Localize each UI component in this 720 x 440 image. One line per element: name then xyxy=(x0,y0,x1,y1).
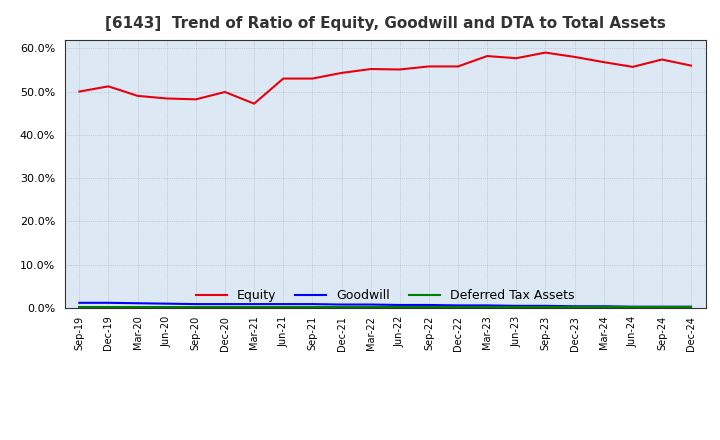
Goodwill xyxy=(163,301,171,306)
Goodwill xyxy=(570,304,579,309)
Deferred Tax Assets xyxy=(250,304,258,309)
Equity xyxy=(454,64,462,69)
Goodwill xyxy=(279,301,287,307)
Deferred Tax Assets xyxy=(163,304,171,309)
Equity xyxy=(687,63,696,68)
Goodwill xyxy=(483,303,492,308)
Equity xyxy=(220,89,229,95)
Goodwill xyxy=(104,300,113,305)
Equity xyxy=(425,64,433,69)
Deferred Tax Assets xyxy=(687,304,696,309)
Goodwill xyxy=(512,303,521,308)
Equity xyxy=(308,76,317,81)
Line: Goodwill: Goodwill xyxy=(79,303,691,307)
Goodwill xyxy=(599,304,608,309)
Equity xyxy=(657,57,666,62)
Line: Equity: Equity xyxy=(79,53,691,104)
Equity xyxy=(395,67,404,72)
Deferred Tax Assets xyxy=(104,304,113,309)
Deferred Tax Assets xyxy=(395,304,404,309)
Equity xyxy=(250,101,258,106)
Goodwill xyxy=(133,301,142,306)
Equity xyxy=(366,66,375,72)
Deferred Tax Assets xyxy=(279,304,287,309)
Deferred Tax Assets xyxy=(425,304,433,309)
Deferred Tax Assets xyxy=(541,304,550,309)
Goodwill xyxy=(541,303,550,308)
Deferred Tax Assets xyxy=(599,304,608,309)
Goodwill xyxy=(308,301,317,307)
Equity xyxy=(337,70,346,76)
Deferred Tax Assets xyxy=(75,304,84,309)
Equity xyxy=(483,53,492,59)
Goodwill xyxy=(629,304,637,309)
Deferred Tax Assets xyxy=(308,304,317,309)
Goodwill xyxy=(425,302,433,308)
Goodwill xyxy=(75,300,84,305)
Goodwill xyxy=(395,302,404,308)
Deferred Tax Assets xyxy=(192,304,200,309)
Deferred Tax Assets xyxy=(220,304,229,309)
Deferred Tax Assets xyxy=(657,304,666,309)
Deferred Tax Assets xyxy=(337,304,346,309)
Deferred Tax Assets xyxy=(454,304,462,309)
Deferred Tax Assets xyxy=(629,304,637,309)
Equity xyxy=(570,54,579,59)
Equity xyxy=(279,76,287,81)
Goodwill xyxy=(687,304,696,309)
Equity xyxy=(512,55,521,61)
Equity xyxy=(541,50,550,55)
Title: [6143]  Trend of Ratio of Equity, Goodwill and DTA to Total Assets: [6143] Trend of Ratio of Equity, Goodwil… xyxy=(105,16,665,32)
Equity xyxy=(599,59,608,65)
Deferred Tax Assets xyxy=(512,304,521,309)
Goodwill xyxy=(366,302,375,307)
Equity xyxy=(192,97,200,102)
Goodwill xyxy=(220,301,229,307)
Deferred Tax Assets xyxy=(133,304,142,309)
Equity xyxy=(629,64,637,70)
Goodwill xyxy=(454,303,462,308)
Goodwill xyxy=(250,301,258,307)
Equity xyxy=(163,96,171,101)
Goodwill xyxy=(192,301,200,307)
Equity xyxy=(133,93,142,99)
Deferred Tax Assets xyxy=(483,304,492,309)
Goodwill xyxy=(657,304,666,309)
Equity xyxy=(75,89,84,94)
Deferred Tax Assets xyxy=(570,304,579,309)
Legend: Equity, Goodwill, Deferred Tax Assets: Equity, Goodwill, Deferred Tax Assets xyxy=(191,284,580,307)
Deferred Tax Assets xyxy=(366,304,375,309)
Goodwill xyxy=(337,302,346,307)
Equity xyxy=(104,84,113,89)
